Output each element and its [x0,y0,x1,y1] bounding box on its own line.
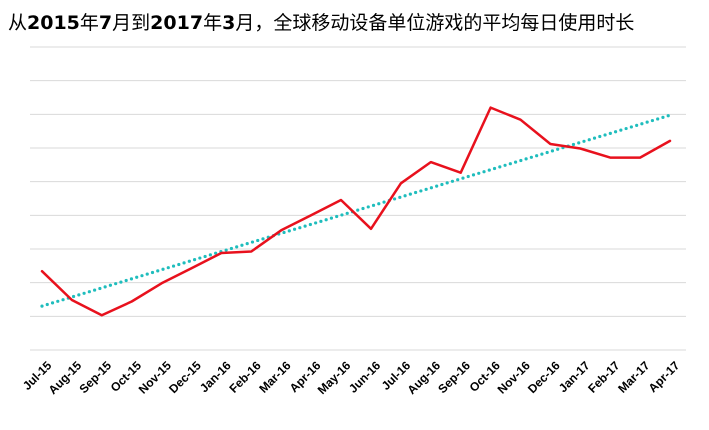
x-tick-label: Jan-17 [556,358,593,395]
data-points [40,106,672,318]
data-point [489,106,493,110]
title-segment: 7 [98,12,113,34]
title-segment: 月，全球移动设备单位游戏的平均每日使用时长 [235,12,635,34]
title-segment: 2015 [27,12,80,34]
data-point [190,266,194,270]
data-point [70,298,74,302]
title-segment: 年 [79,12,99,34]
x-tick-label: Dec-16 [525,358,563,396]
x-tick-label: Nov-15 [136,358,174,396]
data-point [309,213,313,217]
data-point [578,147,582,151]
data-point [130,300,134,304]
gridlines [30,46,686,351]
data-point [369,227,373,231]
x-axis-tick-labels: Jul-15Aug-15Sep-15Oct-15Nov-15Dec-15Jan-… [20,358,683,397]
data-point [518,118,522,122]
data-point [399,181,403,185]
x-tick-label: Mar-16 [256,358,293,395]
x-tick-label: Mar-17 [615,358,652,395]
title-segment: 年 [203,12,223,34]
x-tick-label: Aug-16 [404,358,443,397]
x-tick-label: Nov-16 [495,358,533,396]
x-tick-label: Dec-15 [166,358,204,396]
data-point [548,142,552,146]
x-tick-label: Jun-16 [346,358,383,395]
data-series-line [40,106,672,317]
title-segment: 从 [8,12,28,34]
data-point [668,139,672,143]
x-tick-label: Feb-16 [226,358,263,395]
data-point [429,160,433,164]
data-point [219,251,223,255]
data-point [249,250,253,254]
x-tick-label: Aug-15 [46,358,85,397]
title-segment: 2017 [150,12,204,34]
chart-title: 从2015年7月到2017年3月，全球移动设备单位游戏的平均每日使用时长 [8,10,634,36]
data-point [279,228,283,232]
title-segment: 3 [222,12,236,34]
data-point [608,156,612,160]
x-tick-label: Jan-16 [197,358,234,395]
data-point [40,269,44,273]
data-point [638,156,642,160]
x-tick-label: Sep-16 [435,358,473,396]
title-segment: 月到 [112,12,151,34]
data-point [100,313,104,317]
x-tick-label: Sep-15 [76,358,114,396]
data-point [459,171,463,175]
x-tick-label: Feb-17 [585,358,622,395]
data-point [160,281,164,285]
data-point [339,198,343,202]
trendline-series [40,113,672,308]
x-tick-label: May-16 [315,358,354,397]
x-tick-label: Apr-17 [646,358,683,395]
